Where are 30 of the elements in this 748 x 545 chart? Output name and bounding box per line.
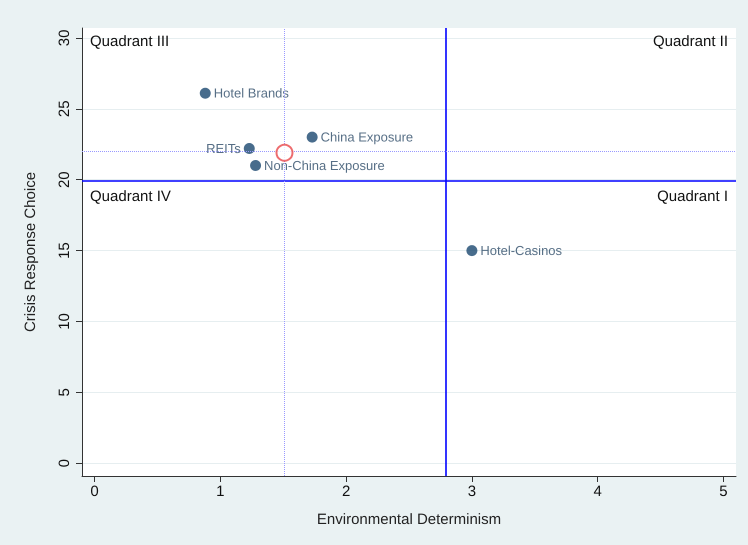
- annotation: Quadrant IV: [90, 188, 171, 206]
- y-axis-title: Crisis Response Choice: [22, 172, 39, 332]
- y-tick-label: 5: [56, 388, 73, 397]
- point: [276, 144, 294, 162]
- annotation: Quadrant III: [90, 33, 170, 50]
- y-tick-label: 20: [56, 171, 73, 188]
- data-label: Non-China Exposure: [264, 158, 385, 174]
- y-tick-label: 15: [56, 242, 73, 259]
- point: [250, 160, 262, 172]
- x-tick-label: 5: [719, 483, 728, 500]
- point: [466, 245, 478, 256]
- data-label: China Exposure: [320, 130, 414, 145]
- y-tick-label: 25: [56, 100, 73, 118]
- x-tick-label: 4: [593, 483, 602, 500]
- y-tick-label: 30: [56, 30, 73, 46]
- x-tick-label: 3: [468, 483, 476, 500]
- x-tick-label: 1: [216, 483, 225, 500]
- data-label: REITs: [206, 141, 242, 156]
- y-tick-label: 0: [56, 459, 73, 468]
- x-tick-label: 0: [90, 483, 99, 500]
- x-tick-label: 2: [342, 483, 350, 500]
- annotation: Quadrant I: [657, 188, 728, 206]
- point: [200, 88, 211, 99]
- y-tick-label: 10: [56, 313, 73, 330]
- point: [306, 132, 318, 143]
- point: [244, 143, 255, 154]
- x-axis-title: Environmental Determinism: [316, 511, 502, 528]
- annotation: Quadrant II: [652, 33, 728, 50]
- data-label: Hotel-Casinos: [480, 243, 563, 258]
- data-label: Hotel Brands: [214, 86, 290, 101]
